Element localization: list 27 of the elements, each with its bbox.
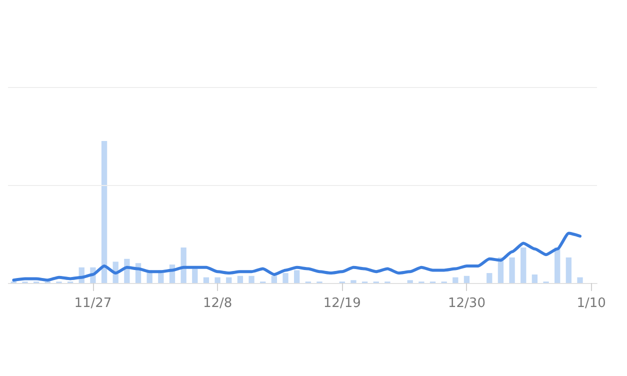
bar	[452, 277, 458, 283]
bar	[486, 273, 492, 283]
x-tick-label: 11/27	[74, 296, 112, 311]
bar	[282, 273, 288, 283]
bar	[271, 276, 278, 283]
bar	[407, 280, 413, 283]
bar	[180, 247, 186, 283]
bar	[464, 276, 470, 283]
bar	[509, 257, 515, 283]
bar	[101, 140, 108, 283]
x-tick-label: 12/19	[323, 296, 361, 311]
bar	[350, 280, 356, 283]
bar	[248, 276, 254, 283]
bar	[294, 270, 300, 283]
x-tick-label: 1/10	[576, 296, 606, 311]
bar	[577, 277, 583, 283]
bar	[214, 277, 220, 283]
bar	[566, 257, 572, 283]
bar	[554, 247, 560, 283]
bar	[192, 268, 198, 283]
bar	[532, 274, 538, 283]
bar	[226, 277, 232, 283]
bar	[520, 247, 526, 283]
x-tick-label: 12/8	[202, 296, 232, 311]
bar	[237, 276, 244, 283]
x-tick-label: 12/30	[448, 296, 486, 311]
bar	[203, 277, 210, 283]
